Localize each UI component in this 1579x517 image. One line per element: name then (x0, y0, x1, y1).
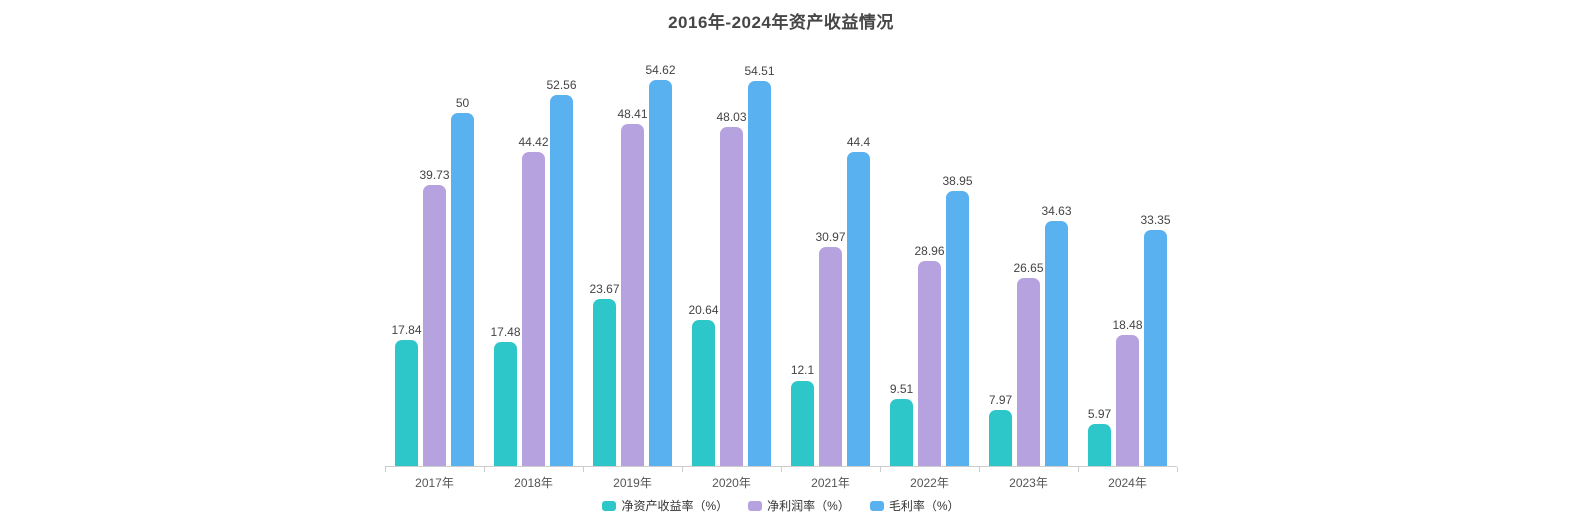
bar-value-label: 54.62 (645, 63, 676, 78)
bar-净资产收益率（%）-2019年[interactable] (593, 298, 616, 466)
x-axis-label-2023年: 2023年 (1009, 476, 1048, 490)
bar-value-label: 44.4 (846, 135, 871, 150)
legend-item-净利润率（%）[interactable]: 净利润率（%） (748, 497, 850, 514)
x-axis-tick (880, 467, 881, 472)
bar-value-label: 9.51 (889, 381, 914, 396)
x-axis-label-2020年: 2020年 (712, 476, 751, 490)
bar-净资产收益率（%）-2021年[interactable] (791, 380, 814, 466)
bar-value-label: 48.03 (716, 109, 747, 124)
bar-毛利率（%）-2021年[interactable] (847, 152, 870, 466)
bar-净利润率（%）-2024年[interactable] (1116, 335, 1139, 466)
x-axis-label-2018年: 2018年 (514, 476, 553, 490)
bar-净利润率（%）-2018年[interactable] (522, 152, 545, 466)
bar-毛利率（%）-2022年[interactable] (946, 190, 969, 466)
bar-value-label: 54.51 (744, 63, 775, 78)
bar-净资产收益率（%）-2017年[interactable] (395, 339, 418, 466)
bar-净利润率（%）-2017年[interactable] (423, 185, 446, 466)
bar-value-label: 38.95 (942, 173, 973, 188)
bar-value-label: 7.97 (988, 392, 1013, 407)
bar-value-label: 48.41 (617, 106, 648, 121)
x-axis-tick (484, 467, 485, 472)
x-axis-label-2024年: 2024年 (1108, 476, 1147, 490)
bar-value-label: 12.1 (790, 363, 815, 378)
bar-value-label: 17.84 (391, 322, 422, 337)
legend-marker-icon (602, 500, 617, 511)
legend-item-净资产收益率（%）[interactable]: 净资产收益率（%） (602, 497, 728, 514)
bar-value-label: 44.42 (518, 135, 549, 150)
bar-value-label: 5.97 (1087, 406, 1112, 421)
bar-毛利率（%）-2019年[interactable] (649, 80, 672, 466)
bar-净利润率（%）-2023年[interactable] (1017, 277, 1040, 466)
x-axis-line (385, 466, 1177, 467)
x-axis-tick (1177, 467, 1178, 472)
chart-title: 2016年-2024年资产收益情况 (668, 13, 894, 32)
bar-value-label: 34.63 (1041, 204, 1072, 219)
bar-value-label: 50 (455, 95, 470, 110)
bar-净利润率（%）-2020年[interactable] (720, 126, 743, 466)
bar-value-label: 52.56 (546, 77, 577, 92)
x-axis-label-2017年: 2017年 (415, 476, 454, 490)
x-axis-tick (682, 467, 683, 472)
bar-净资产收益率（%）-2020年[interactable] (692, 320, 715, 466)
bar-毛利率（%）-2024年[interactable] (1144, 230, 1167, 466)
legend-item-毛利率（%）[interactable]: 毛利率（%） (869, 497, 960, 514)
legend-item-label: 毛利率（%） (888, 499, 960, 513)
bar-毛利率（%）-2020年[interactable] (748, 80, 771, 466)
x-axis-tick (583, 467, 584, 472)
bar-净资产收益率（%）-2023年[interactable] (989, 409, 1012, 466)
bar-value-label: 39.73 (419, 168, 450, 183)
x-axis-label-2022年: 2022年 (910, 476, 949, 490)
bar-value-label: 28.96 (914, 244, 945, 259)
bar-value-label: 26.65 (1013, 260, 1044, 275)
legend-marker-icon (748, 500, 763, 511)
x-axis-label-2019年: 2019年 (613, 476, 652, 490)
plot-area: 17.84 39.73 50 2017年 17.48 44.42 52.56 2018年 23.… (385, 42, 1178, 490)
bar-净利润率（%）-2019年[interactable] (621, 123, 644, 466)
bar-value-label: 18.48 (1112, 318, 1143, 333)
legend: 净资产收益率（%） 净利润率（%） 毛利率（%） (385, 497, 1177, 514)
bar-value-label: 30.97 (815, 230, 846, 245)
x-axis-tick (385, 467, 386, 472)
x-axis-label-2021年: 2021年 (811, 476, 850, 490)
bar-毛利率（%）-2017年[interactable] (451, 112, 474, 466)
x-axis-tick (1078, 467, 1079, 472)
legend-item-label: 净利润率（%） (767, 499, 850, 513)
legend-marker-icon (869, 500, 884, 511)
x-axis-tick (979, 467, 980, 472)
bar-value-label: 33.35 (1140, 213, 1171, 228)
bar-净利润率（%）-2021年[interactable] (819, 247, 842, 466)
bar-净利润率（%）-2022年[interactable] (918, 261, 941, 466)
bar-毛利率（%）-2018年[interactable] (550, 94, 573, 466)
legend-item-label: 净资产收益率（%） (621, 499, 729, 513)
x-axis-tick (781, 467, 782, 472)
bar-value-label: 20.64 (688, 303, 719, 318)
bar-净资产收益率（%）-2018年[interactable] (494, 342, 517, 466)
bar-value-label: 17.48 (490, 325, 521, 340)
bar-净资产收益率（%）-2022年[interactable] (890, 398, 913, 466)
bar-value-label: 23.67 (589, 281, 620, 296)
bar-净资产收益率（%）-2024年[interactable] (1088, 423, 1111, 466)
bar-毛利率（%）-2023年[interactable] (1045, 221, 1068, 466)
